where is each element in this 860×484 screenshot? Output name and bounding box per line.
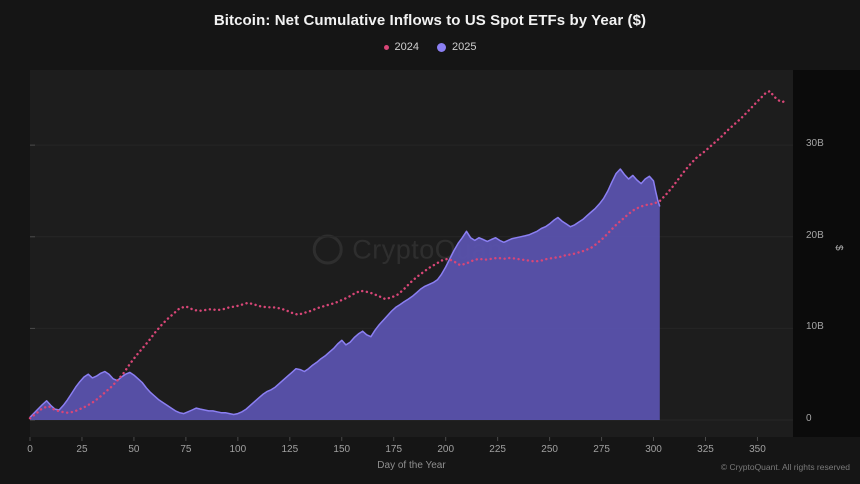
y-axis-title: $ [833,245,844,251]
legend: 2024 2025 [0,41,860,53]
x-tick-label: 50 [128,444,140,455]
x-tick-label: 225 [489,444,506,455]
x-tick-label: 325 [697,444,714,455]
x-tick-label: 100 [229,444,247,455]
x-tick-label: 275 [593,444,610,455]
x-tick-label: 250 [541,444,558,455]
x-tick-label: 175 [385,444,403,455]
x-tick-label: 125 [281,444,299,455]
x-tick-label: 0 [27,444,33,455]
y-tick-label: 30B [806,138,824,150]
area-2025 [30,169,660,420]
x-tick-label: 150 [333,444,351,455]
plot-area: CryptoQuant [28,70,798,441]
legend-item-2024[interactable]: 2024 [383,41,419,53]
copyright: © CryptoQuant. All rights reserved [720,462,850,472]
y-axis: 0 10B 20B 30B [793,70,860,437]
y-tick-label: 10B [806,321,824,333]
x-tick-label: 25 [76,444,88,455]
x-axis-title: Day of the Year [377,460,446,471]
line-2025 [29,168,661,418]
line-2024 [28,89,788,420]
plot-canvas[interactable] [28,70,798,445]
legend-marker-2024-dot-icon [383,44,389,50]
x-tick-label: 300 [645,444,662,455]
chart-title: Bitcoin: Net Cumulative Inflows to US Sp… [213,12,647,29]
y-tick-label: 0 [806,413,812,425]
x-tick-label: 200 [437,444,455,455]
legend-marker-2025-circle-icon [437,42,446,52]
legend-label-2025: 2025 [452,41,477,53]
x-tick-label: 75 [180,444,192,455]
x-tick-label: 350 [749,444,766,455]
x-axis: 0 25 50 75 100 125 150 175 200 225 250 275 300 325 350 [27,437,793,457]
y-tick-label: 20B [806,229,824,241]
legend-label-2024: 2024 [394,41,419,53]
legend-item-2025[interactable]: 2025 [437,41,476,53]
